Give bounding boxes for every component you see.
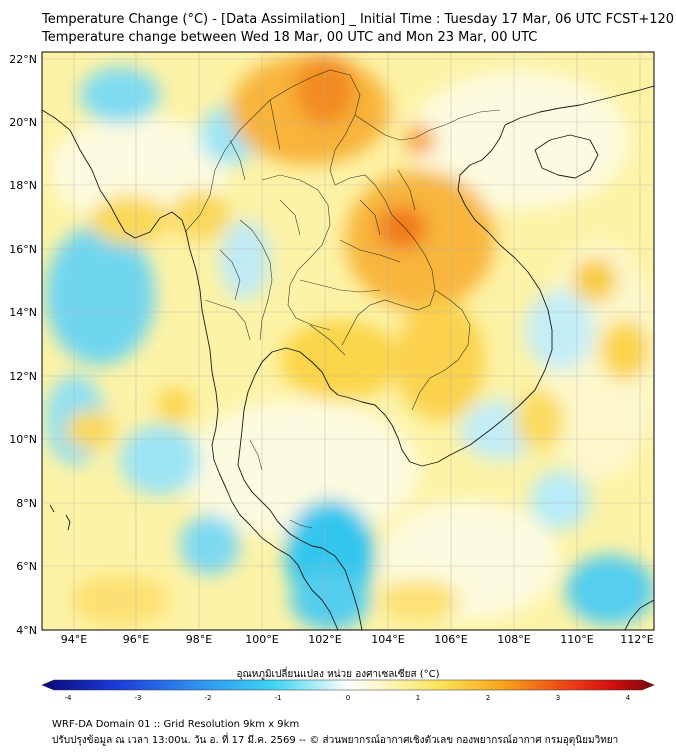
footer-model-info: WRF-DA Domain 01 :: Grid Resolution 9km … xyxy=(52,719,300,730)
lat-tick: 22°N xyxy=(9,53,37,66)
colorbar-gradient xyxy=(41,679,655,691)
colorbar-tick-label: 3 xyxy=(556,694,560,702)
longitude-axis: 94°E 96°E 98°E 100°E 102°E 104°E 106°E 1… xyxy=(61,633,654,646)
lat-tick: 4°N xyxy=(16,624,37,637)
lat-tick: 8°N xyxy=(16,497,37,510)
lon-tick: 112°E xyxy=(620,633,653,646)
latitude-axis: 22°N 20°N 18°N 16°N 14°N 12°N 10°N 8°N 6… xyxy=(9,53,37,637)
lat-tick: 10°N xyxy=(9,433,37,446)
lat-tick: 14°N xyxy=(9,306,37,319)
lat-tick: 16°N xyxy=(9,243,37,256)
lon-tick: 106°E xyxy=(434,633,467,646)
lon-tick: 100°E xyxy=(245,633,278,646)
colorbar-tick-label: 2 xyxy=(486,694,490,702)
map-frame xyxy=(41,51,655,631)
lat-tick: 12°N xyxy=(9,370,37,383)
coastline xyxy=(42,85,654,630)
colorbar-tick-label: -1 xyxy=(275,694,282,702)
lon-tick: 104°E xyxy=(371,633,404,646)
lon-tick: 98°E xyxy=(186,633,212,646)
map-subtitle: Temperature change between Wed 18 Mar, 0… xyxy=(42,30,538,45)
footer-credit: ปรับปรุงข้อมูล ณ เวลา 13:00น. วัน อ. ที่… xyxy=(52,735,619,746)
temperature-field xyxy=(42,52,654,630)
lon-tick: 102°E xyxy=(308,633,341,646)
colorbar-ticks: -4 -3 -2 -1 0 1 2 3 4 xyxy=(65,694,631,702)
colorbar-tick-label: -4 xyxy=(65,694,73,702)
colorbar-tick-label: 0 xyxy=(346,694,350,702)
map-title: Temperature Change (°C) - [Data Assimila… xyxy=(42,12,675,27)
colorbar-tick-label: -2 xyxy=(205,694,212,702)
lon-tick: 110°E xyxy=(560,633,593,646)
colorbar-tick-label: -3 xyxy=(135,694,142,702)
colorbar: -4 -3 -2 -1 0 1 2 3 4 xyxy=(41,679,655,702)
lon-tick: 94°E xyxy=(61,633,87,646)
colorbar-tick-label: 1 xyxy=(416,694,420,702)
colorbar-title: อุณหภูมิเปลี่ยนแปลง หน่วย องศาเซลเซียส (… xyxy=(236,669,440,680)
lat-tick: 20°N xyxy=(9,116,37,129)
lat-tick: 6°N xyxy=(16,560,37,573)
lat-tick: 18°N xyxy=(9,179,37,192)
colorbar-tick-label: 4 xyxy=(626,694,631,702)
lon-tick: 108°E xyxy=(497,633,530,646)
graticule xyxy=(42,52,654,630)
lon-tick: 96°E xyxy=(123,633,149,646)
borders xyxy=(184,69,501,529)
